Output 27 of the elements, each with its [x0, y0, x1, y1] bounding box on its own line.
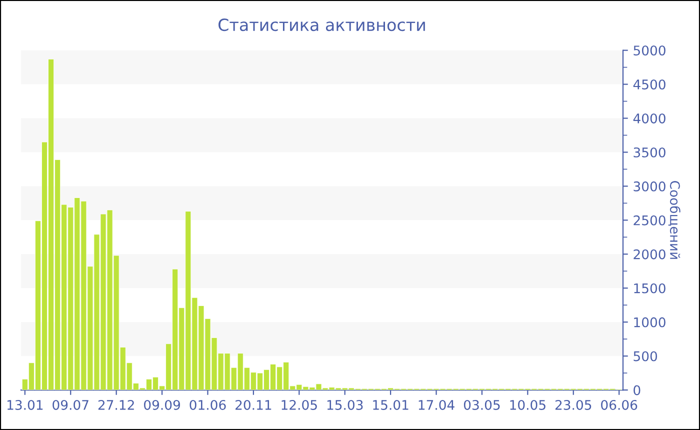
x-tick-label: 09.07: [52, 400, 88, 410]
y-tick-label: 2000: [634, 249, 666, 260]
y-tick-label: 4000: [633, 113, 666, 124]
y-tick-label: 4500: [633, 80, 666, 90]
x-tick-label: 15.01: [373, 400, 408, 410]
y-tick-label: 3500: [634, 147, 666, 158]
x-tick-label: 13.01: [7, 400, 43, 410]
x-tick-label: 10.05: [510, 400, 546, 410]
y-tick-label: 0: [634, 385, 640, 396]
x-tick-label: 23.05: [555, 400, 592, 410]
y-tick-label: 5000: [634, 46, 666, 56]
x-tick-label: 09.09: [144, 400, 180, 410]
y-tick-label: 1500: [634, 283, 666, 294]
y-tick-label: 2500: [634, 215, 666, 226]
x-tick-label: 01.06: [190, 400, 226, 410]
x-tick-label: 27.12: [98, 400, 134, 410]
y-tick-label: 1000: [634, 317, 666, 328]
x-tick-label: 03.05: [464, 400, 500, 410]
y-tick-label: 500: [634, 351, 658, 362]
x-tick-label: 17.04: [418, 400, 454, 410]
x-tick-label: 12.05: [282, 400, 317, 410]
chart-title: Статистика активности: [218, 18, 425, 32]
y-tick-label: 3000: [634, 181, 666, 192]
x-tick-label: 15.03: [327, 400, 363, 410]
y-axis-title: Сообщений: [668, 180, 680, 259]
x-tick-label: 20.11: [236, 400, 272, 410]
x-tick-label: 06.06: [601, 400, 638, 410]
